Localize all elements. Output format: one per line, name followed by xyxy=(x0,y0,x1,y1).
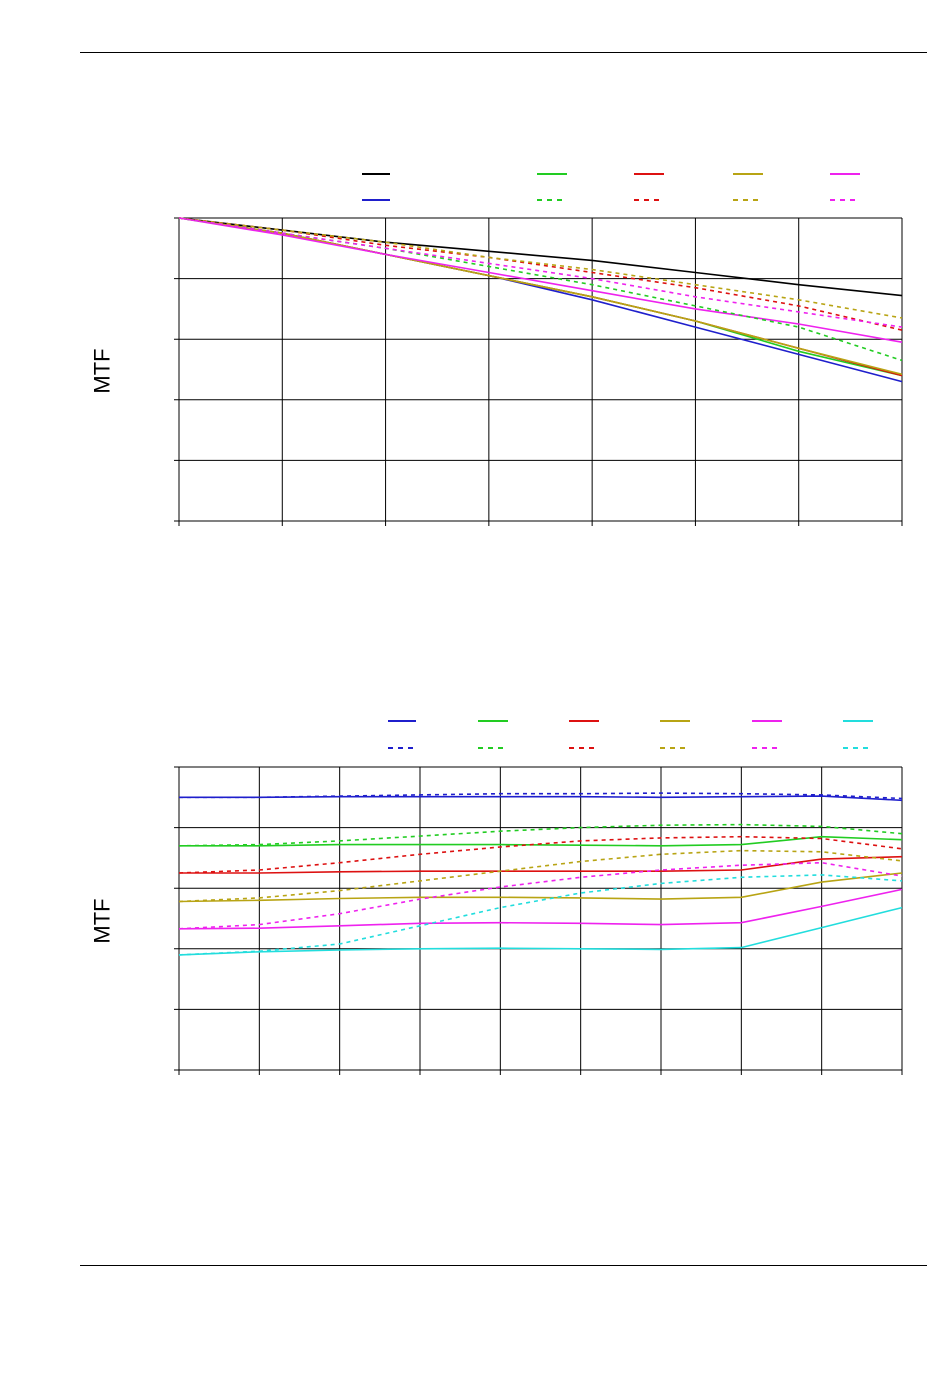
chart1-series-line-5 xyxy=(178,217,903,343)
chart2-series-line-0 xyxy=(179,795,903,802)
chart1-series-line-1 xyxy=(178,217,903,383)
chart2-series-line-5 xyxy=(178,906,903,956)
chart2-series-line-4 xyxy=(178,888,903,930)
chart2-series-line-8 xyxy=(178,835,903,874)
chart1-series-line-8 xyxy=(178,217,903,319)
footer-rule xyxy=(80,1265,927,1266)
chart1-series-line-3 xyxy=(178,217,903,377)
chart2-series-line-10 xyxy=(178,861,903,930)
chart1-series-line-2 xyxy=(178,217,903,377)
chart2-series-line-11 xyxy=(178,874,903,956)
chart2-series-line-3 xyxy=(178,872,903,903)
chart2-series-line-2 xyxy=(179,855,903,874)
chart2-series-line-6 xyxy=(179,792,903,800)
chart2-y-axis-label: MTF xyxy=(89,898,115,944)
header-rule xyxy=(80,52,927,53)
chart2-series-line-9 xyxy=(178,849,903,903)
chart1-series-line-0 xyxy=(178,217,903,297)
mtf-chart-1 xyxy=(174,173,903,526)
chart2-series-line-7 xyxy=(178,823,903,847)
chart1-series-line-4 xyxy=(178,217,903,376)
chart1-series-line-9 xyxy=(178,217,903,328)
chart2-series-line-1 xyxy=(179,835,903,847)
